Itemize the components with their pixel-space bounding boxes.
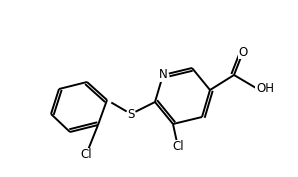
Text: N: N — [159, 68, 167, 81]
Text: O: O — [238, 45, 248, 59]
Text: Cl: Cl — [80, 149, 92, 161]
Text: OH: OH — [256, 81, 274, 95]
Text: S: S — [127, 107, 135, 121]
Text: Cl: Cl — [172, 141, 184, 153]
